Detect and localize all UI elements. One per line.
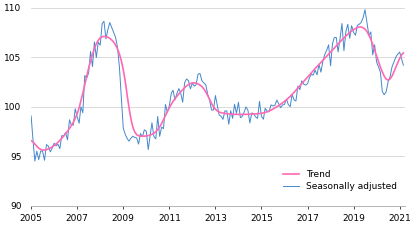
Line: Trend: Trend	[31, 27, 404, 150]
Line: Seasonally adjusted: Seasonally adjusted	[31, 10, 404, 161]
Legend: Trend, Seasonally adjusted: Trend, Seasonally adjusted	[282, 170, 397, 191]
